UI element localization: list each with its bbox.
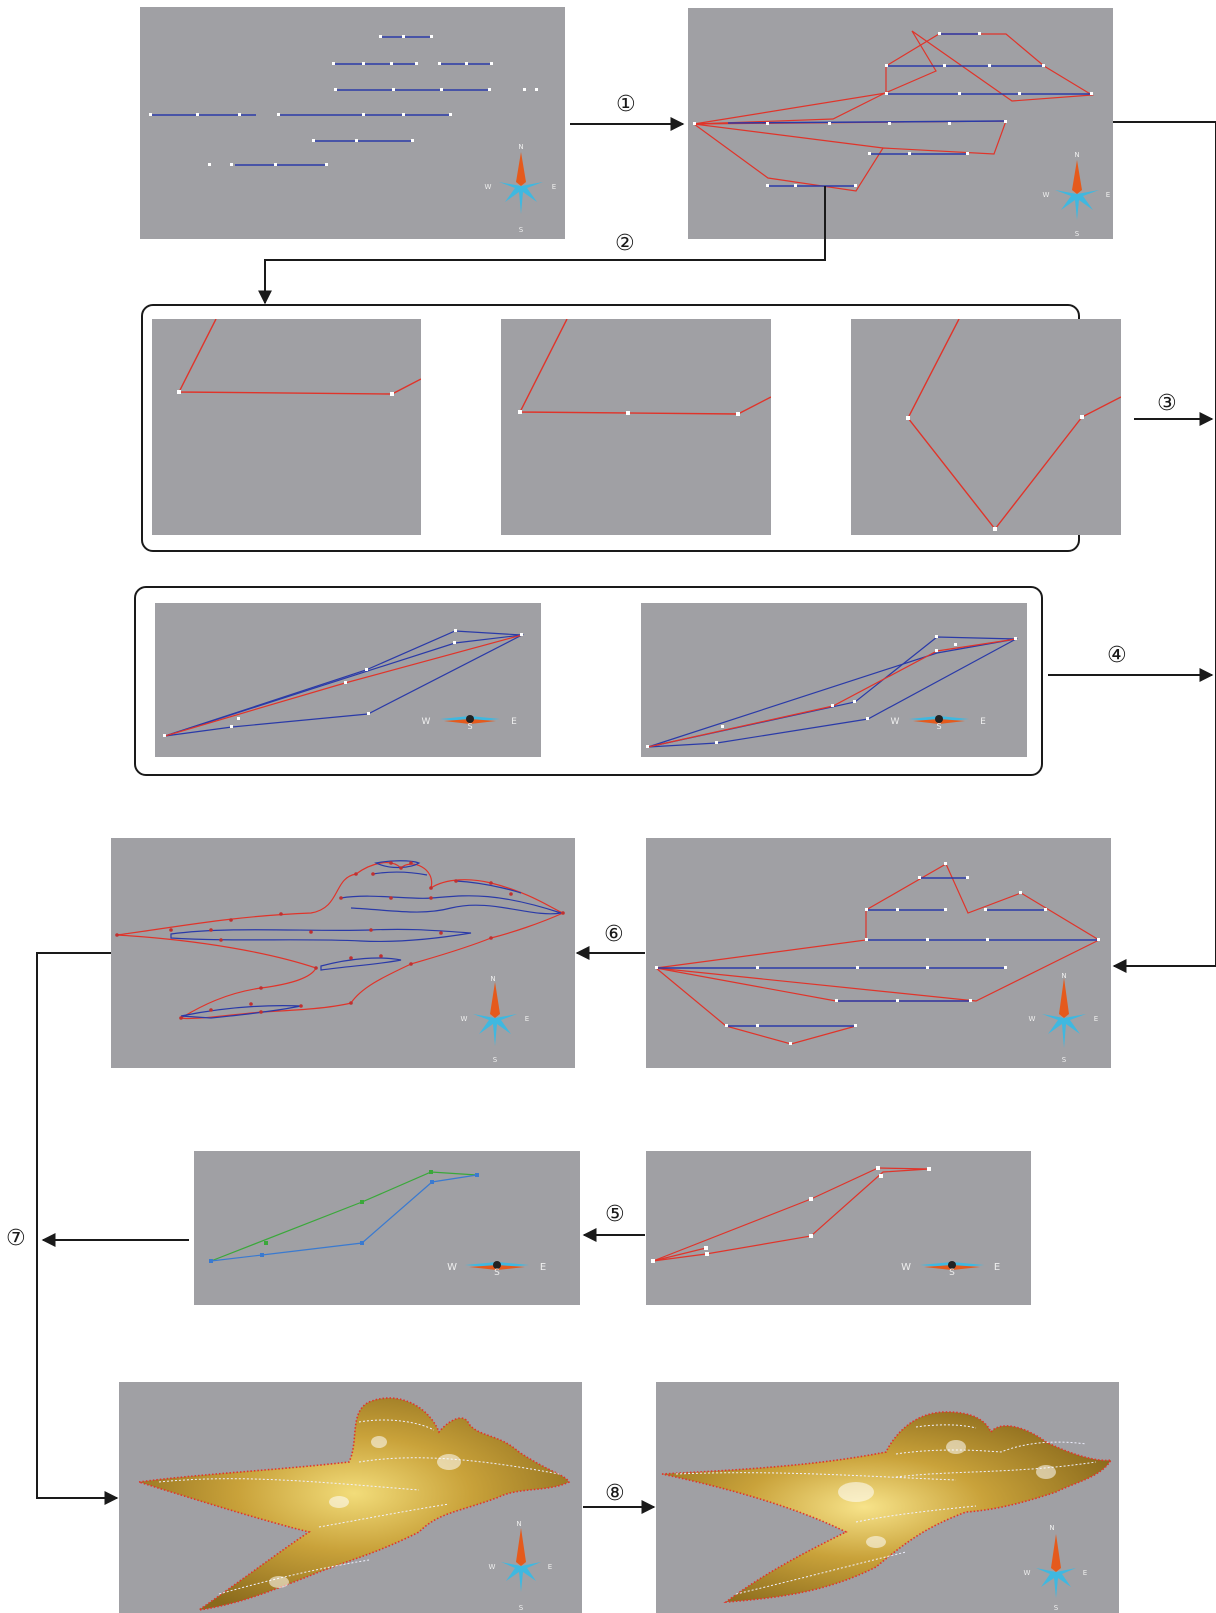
compass-s: S — [1054, 1604, 1059, 1612]
panel-smoothed-contours: N W E S — [111, 838, 575, 1068]
panel-section-profile-1: W E S — [155, 603, 541, 757]
compass-icon: N W E S — [1024, 1524, 1088, 1612]
compass-s: S — [1062, 1056, 1067, 1064]
compass-icon: W E S — [422, 715, 517, 731]
compass-e: E — [552, 183, 556, 191]
compass-icon: N W E S — [1043, 151, 1111, 238]
compass-w: W — [447, 1262, 457, 1273]
step-label-3: ③ — [1157, 391, 1177, 416]
compass-e: E — [1094, 1015, 1098, 1023]
compass-s: S — [493, 1056, 498, 1064]
compass-w: W — [1024, 1569, 1031, 1577]
compass-s: S — [1075, 230, 1080, 238]
panel-adjusted-boundary: N W E S — [646, 838, 1111, 1068]
panel-boundary-lines: N W E S — [688, 8, 1113, 239]
panel-surface-1: N W E S — [119, 1382, 582, 1613]
panel-section-profile-2: W E S — [641, 603, 1027, 757]
compass-n: N — [1074, 151, 1079, 159]
compass-e: E — [1083, 1569, 1087, 1577]
compass-icon: N W E S — [485, 143, 557, 234]
panel-vertex-adjust-2 — [501, 319, 771, 535]
compass-w: W — [485, 183, 492, 191]
panel-vertex-adjust-3 — [851, 319, 1121, 535]
step-label-5: ⑤ — [605, 1202, 625, 1227]
compass-w: W — [1043, 191, 1050, 199]
compass-s: S — [519, 1604, 524, 1612]
compass-s: S — [467, 722, 472, 731]
group-box-section-profile — [134, 586, 1043, 776]
compass-w: W — [1029, 1015, 1036, 1023]
compass-w: W — [891, 717, 900, 727]
compass-e: E — [540, 1262, 546, 1273]
step-label-7: ⑦ — [6, 1226, 26, 1251]
step-label-6: ⑥ — [604, 922, 624, 947]
compass-n: N — [1049, 1524, 1054, 1532]
compass-n: N — [490, 975, 495, 983]
compass-n: N — [1061, 972, 1066, 980]
compass-w: W — [489, 1563, 496, 1571]
compass-w: W — [901, 1262, 911, 1273]
compass-icon: N W E S — [1029, 972, 1099, 1064]
compass-w: W — [461, 1015, 468, 1023]
panel-raw-contours: N W E S — [140, 7, 565, 239]
compass-icon: N W E S — [461, 975, 530, 1064]
compass-e: E — [994, 1262, 1000, 1273]
panel-section-red: W E S — [646, 1151, 1031, 1305]
compass-icon: W E S — [891, 715, 986, 731]
compass-icon: W E S — [901, 1261, 1000, 1278]
compass-icon: N W E S — [489, 1520, 553, 1612]
step-label-4: ④ — [1107, 643, 1127, 668]
step-label-1: ① — [616, 92, 636, 117]
step-label-2: ② — [615, 231, 635, 256]
compass-n: N — [518, 143, 523, 151]
compass-e: E — [511, 717, 517, 727]
compass-e: E — [548, 1563, 552, 1571]
compass-e: E — [1106, 191, 1110, 199]
compass-s: S — [949, 1268, 955, 1278]
compass-n: N — [516, 1520, 521, 1528]
compass-icon: W E S — [447, 1261, 546, 1278]
arrow-step-7 — [36, 952, 119, 1505]
panel-section-green-blue: W E S — [194, 1151, 580, 1305]
compass-s: S — [494, 1268, 500, 1278]
compass-e: E — [980, 717, 986, 727]
compass-w: W — [422, 717, 431, 727]
compass-s: S — [936, 722, 941, 731]
compass-e: E — [525, 1015, 529, 1023]
step-label-8: ⑧ — [605, 1481, 625, 1506]
panel-vertex-adjust-1 — [152, 319, 421, 535]
panel-surface-2: N W E S — [656, 1382, 1119, 1613]
compass-s: S — [519, 226, 524, 234]
